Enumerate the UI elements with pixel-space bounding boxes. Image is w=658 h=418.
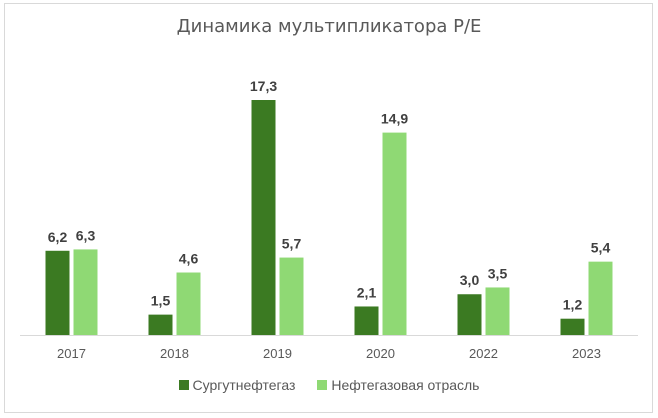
x-tick-label: 2019 — [263, 346, 292, 361]
legend-item-industry: Нефтегазовая отрасль — [317, 377, 479, 393]
bar — [73, 249, 98, 335]
legend-item-surgutneftegaz: Сургутнефтегаз — [178, 377, 296, 393]
data-label: 6,2 — [48, 229, 68, 245]
bar — [457, 294, 482, 335]
bar — [176, 272, 201, 335]
chart-title: Динамика мультипликатора P/E — [176, 16, 482, 37]
bar — [354, 306, 379, 335]
bar — [560, 318, 585, 335]
x-tick-label: 2020 — [366, 346, 395, 361]
bar — [45, 250, 70, 335]
bar — [148, 314, 173, 335]
data-label: 5,7 — [282, 236, 302, 252]
data-label: 14,9 — [381, 111, 408, 127]
bar — [382, 132, 407, 335]
data-label: 1,2 — [563, 297, 583, 313]
chart-frame — [4, 3, 653, 413]
legend-swatch-icon — [178, 380, 189, 390]
x-tick-label: 2022 — [469, 346, 498, 361]
legend: Сургутнефтегаз Нефтегазовая отрасль — [0, 377, 658, 393]
bar — [251, 100, 276, 335]
data-label: 4,6 — [179, 251, 199, 267]
data-label: 3,5 — [488, 265, 508, 281]
x-tick-label: 2017 — [57, 346, 86, 361]
legend-swatch-icon — [317, 380, 328, 390]
x-tick-label: 2018 — [160, 346, 189, 361]
data-label: 5,4 — [591, 240, 611, 256]
legend-label: Нефтегазовая отрасль — [331, 377, 480, 393]
bar — [588, 261, 613, 335]
data-label: 6,3 — [76, 227, 96, 243]
bar — [279, 257, 304, 335]
data-label: 3,0 — [460, 272, 480, 288]
bar — [485, 287, 510, 335]
data-label: 17,3 — [250, 78, 277, 94]
data-label: 2,1 — [357, 284, 377, 300]
legend-label: Сургутнефтегаз — [192, 377, 296, 393]
data-label: 1,5 — [151, 293, 171, 309]
x-tick-label: 2023 — [572, 346, 601, 361]
